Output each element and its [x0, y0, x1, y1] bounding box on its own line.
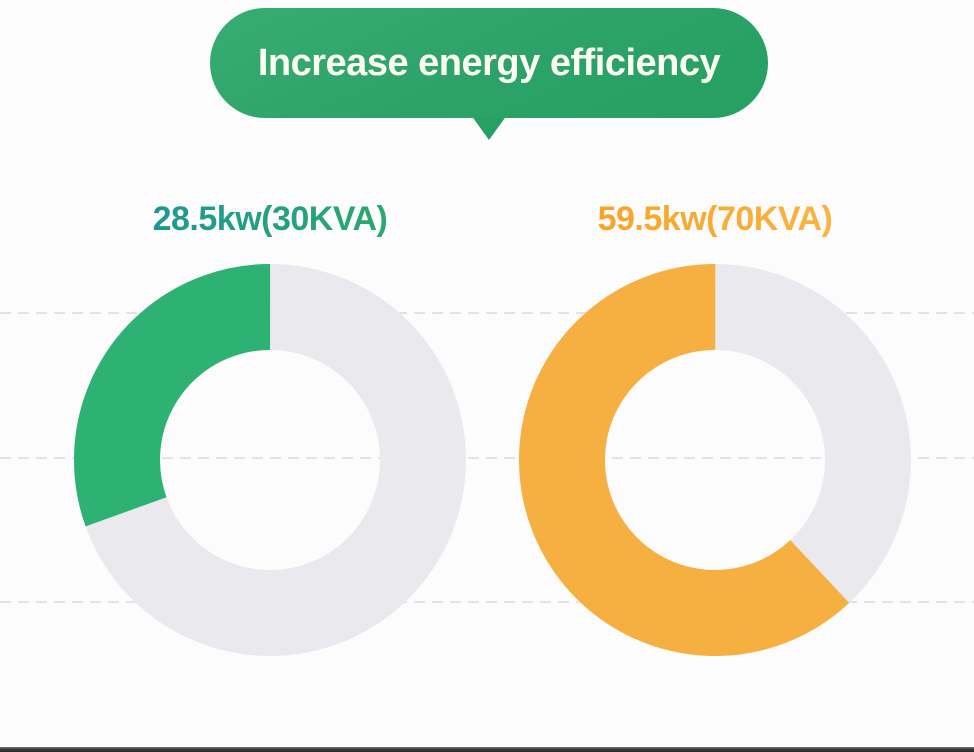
- donut-value-segment: [74, 264, 466, 656]
- dashed-gridline-3: [0, 601, 974, 603]
- page-title: Increase energy efficiency: [257, 41, 721, 84]
- dashed-gridline-1: [0, 312, 974, 314]
- donut-label-70kva: 59.5kw(70KVA): [519, 200, 911, 246]
- dashed-gridline-2: [0, 457, 974, 459]
- donut-label-30kva: 28.5kw(30KVA): [74, 200, 466, 246]
- title-speech-bubble: Increase energy efficiency: [210, 8, 768, 118]
- donut-chart-70kva: [519, 264, 911, 656]
- donut-chart-30kva-svg: [74, 264, 466, 656]
- donut-value-segment: [519, 264, 911, 656]
- bottom-section-divider: [0, 747, 974, 752]
- donut-chart-30kva: [74, 264, 466, 656]
- donut-chart-70kva-svg: [519, 264, 911, 656]
